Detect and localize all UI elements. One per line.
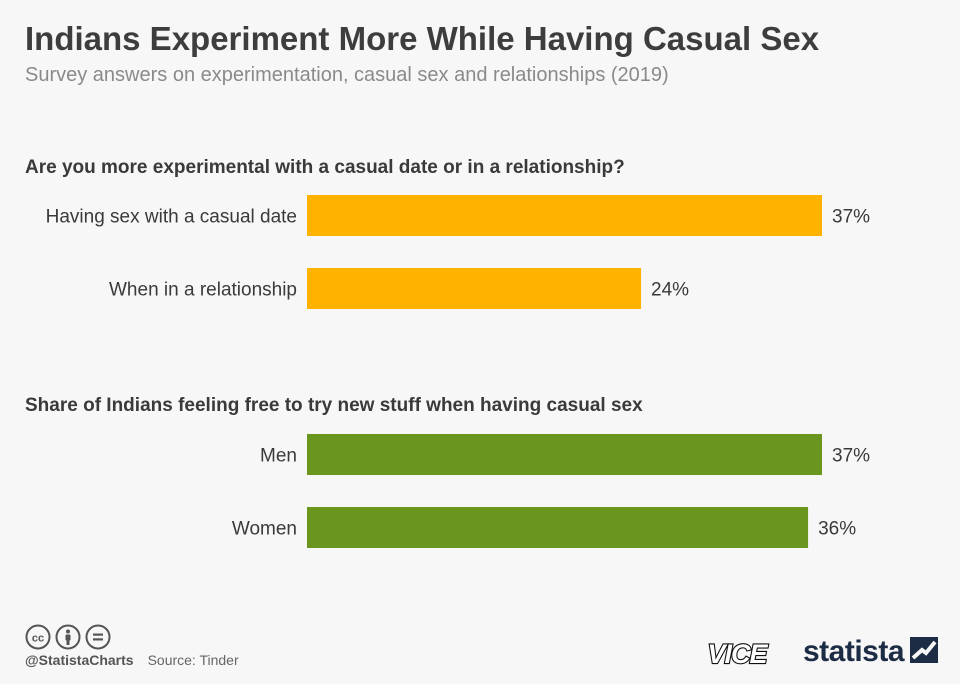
chart-2-title: Share of Indians feeling free to try new… [25, 395, 643, 416]
source-text: Source: Tinder [147, 652, 239, 668]
bar [307, 195, 822, 236]
statista-logo: statista [803, 635, 939, 668]
bar [307, 434, 822, 475]
value-label: 37% [832, 207, 870, 228]
svg-text:VICE: VICE [707, 640, 768, 668]
bar [307, 507, 809, 548]
chart-area: Are you more experimental with a casual … [25, 157, 870, 548]
by-icon[interactable] [55, 624, 81, 650]
page-subtitle: Survey answers on experimentation, casua… [25, 64, 669, 86]
category-label: Men [260, 446, 297, 467]
category-label: Women [232, 519, 297, 540]
value-label: 37% [832, 446, 870, 467]
statista-mark-icon [910, 636, 939, 668]
value-label: 24% [651, 280, 689, 301]
page-title: Indians Experiment More While Having Cas… [25, 20, 820, 57]
statista-handle[interactable]: @StatistaCharts [25, 652, 134, 668]
chart-1-title: Are you more experimental with a casual … [25, 157, 625, 178]
statista-wordmark: statista [803, 635, 905, 668]
license-icons: cc [25, 624, 111, 650]
footer-credits: @StatistaCharts Source: Tinder [25, 652, 239, 668]
svg-text:cc: cc [32, 633, 44, 645]
value-label: 36% [818, 519, 856, 540]
vice-logo: VICE [697, 638, 777, 673]
category-label: Having sex with a casual date [46, 207, 297, 228]
category-label: When in a relationship [109, 280, 297, 301]
nd-icon[interactable] [85, 624, 111, 650]
bar [307, 268, 642, 309]
cc-icon[interactable]: cc [25, 624, 51, 650]
